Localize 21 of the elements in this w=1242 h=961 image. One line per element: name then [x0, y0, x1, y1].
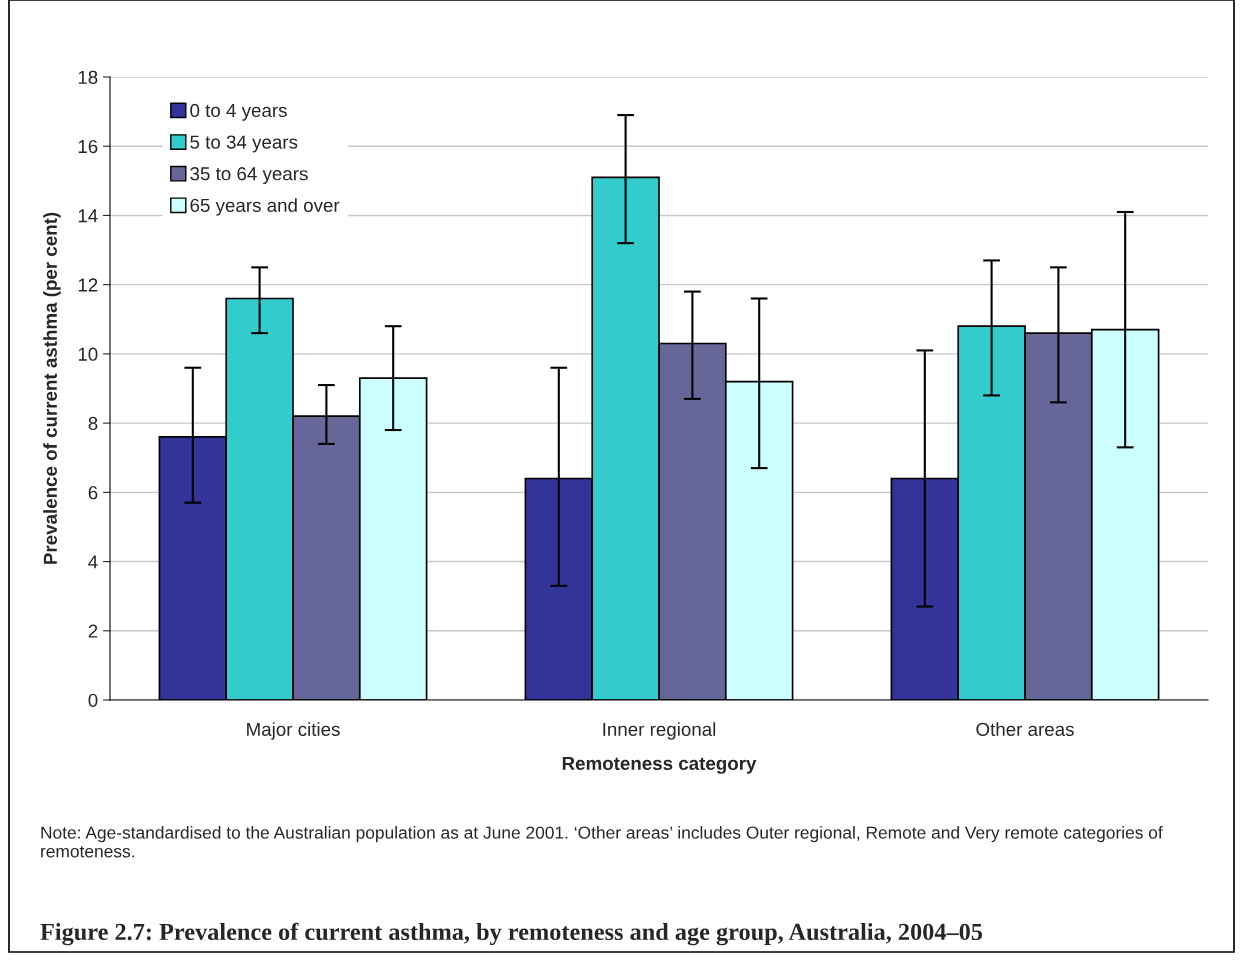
y-tick-label: 12 [78, 278, 98, 292]
text: Note: Age-standardised to the Australian population as at June 2001. ‘Other areas’ includes Outer regional, Remote and Very remote categories of remoteness. [41, 826, 1163, 858]
y-tick-label: 14 [78, 209, 98, 223]
x-tick-label: Major cities [247, 722, 340, 740]
x-tick-label: Inner regional [603, 722, 716, 740]
y-tick-label: 10 [78, 347, 98, 361]
y-tick-label: 16 [78, 139, 98, 154]
y-tick-label: 4 [88, 555, 98, 569]
y-axis-title: Prevalence of current asthma (per cent) [43, 212, 61, 564]
y-tick-label: 18 [78, 70, 98, 84]
legend-label: 65 years and over [190, 198, 340, 216]
y-tick-label: 6 [88, 486, 98, 500]
x-tick-label: Other areas [976, 722, 1074, 736]
text: Figure 2.7: Prevalence of current asthma, by remoteness and age group, Australia, 2004–05 [40, 922, 983, 946]
legend-label: 5 to 34 years [190, 135, 298, 153]
legend-label: 35 to 64 years [190, 167, 308, 185]
y-tick-label: 2 [88, 624, 98, 638]
y-tick-label: 8 [88, 416, 98, 431]
y-tick-label: 0 [88, 693, 98, 707]
legend-label: 0 to 4 years [190, 103, 287, 121]
x-axis-title: Remoteness category [562, 756, 757, 774]
